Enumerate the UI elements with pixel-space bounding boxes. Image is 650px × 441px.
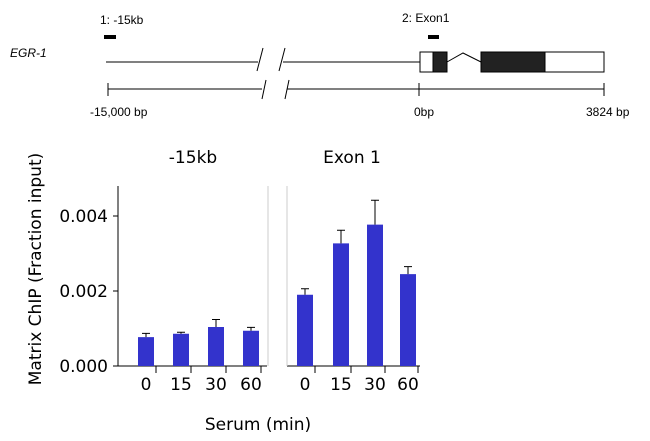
scale-label-left: -15,000 bp (90, 105, 148, 119)
bar (208, 327, 224, 366)
scale-label-mid: 0bp (414, 105, 434, 119)
y-tick-label: 0.000 (59, 357, 108, 377)
y-axis: 0.000 0.002 0.004 (59, 186, 119, 377)
bar (367, 224, 383, 366)
x-axis-title: Serum (min) (205, 415, 311, 435)
panel-title: -15kb (169, 148, 217, 168)
x-tick-label: 30 (364, 375, 386, 395)
gene-break-mark-1 (256, 47, 264, 72)
exon1-utr (419, 51, 434, 73)
panel-2: Exon 1 0 15 30 60 (286, 148, 420, 395)
y-tick-label: 0.004 (59, 207, 108, 227)
scale-break-mark-1 (261, 79, 267, 100)
bar (333, 243, 349, 366)
panel-title: Exon 1 (323, 148, 381, 168)
exon1-coding (432, 51, 448, 73)
bar (297, 294, 313, 366)
bar-chart: Matrix ChIP (Fraction input) Serum (min)… (26, 148, 420, 435)
x-tick-label: 15 (330, 375, 352, 395)
gene-map: 1: -15kb 2: Exon1 EGR-1 -15,000 bp 0bp 3… (10, 11, 630, 119)
bar (243, 330, 259, 366)
gene-break-mark-2 (278, 47, 286, 72)
region2-label: 2: Exon1 (402, 11, 450, 25)
bar (400, 274, 416, 366)
chart-panels: -15kb 0 15 30 60 Exon 1 0 15 30 60 (118, 148, 420, 395)
bar (138, 337, 154, 366)
gene-name: EGR-1 (10, 46, 47, 60)
region1-label: 1: -15kb (100, 13, 144, 27)
panel-1: -15kb 0 15 30 60 (118, 148, 269, 395)
x-tick-label: 60 (240, 375, 262, 395)
scale-label-right: 3824 bp (586, 105, 630, 119)
region1-marker (104, 35, 116, 39)
y-axis-title: Matrix ChIP (Fraction input) (26, 153, 46, 386)
exon2-coding (480, 51, 546, 73)
y-tick-label: 0.002 (59, 282, 108, 302)
x-tick-label: 0 (141, 375, 152, 395)
x-tick-label: 15 (170, 375, 192, 395)
x-tick-label: 30 (205, 375, 227, 395)
region2-marker (428, 35, 439, 39)
intron (446, 52, 482, 63)
x-tick-label: 0 (300, 375, 311, 395)
exon2-utr (544, 51, 605, 73)
bar (173, 333, 189, 366)
x-tick-label: 60 (397, 375, 419, 395)
